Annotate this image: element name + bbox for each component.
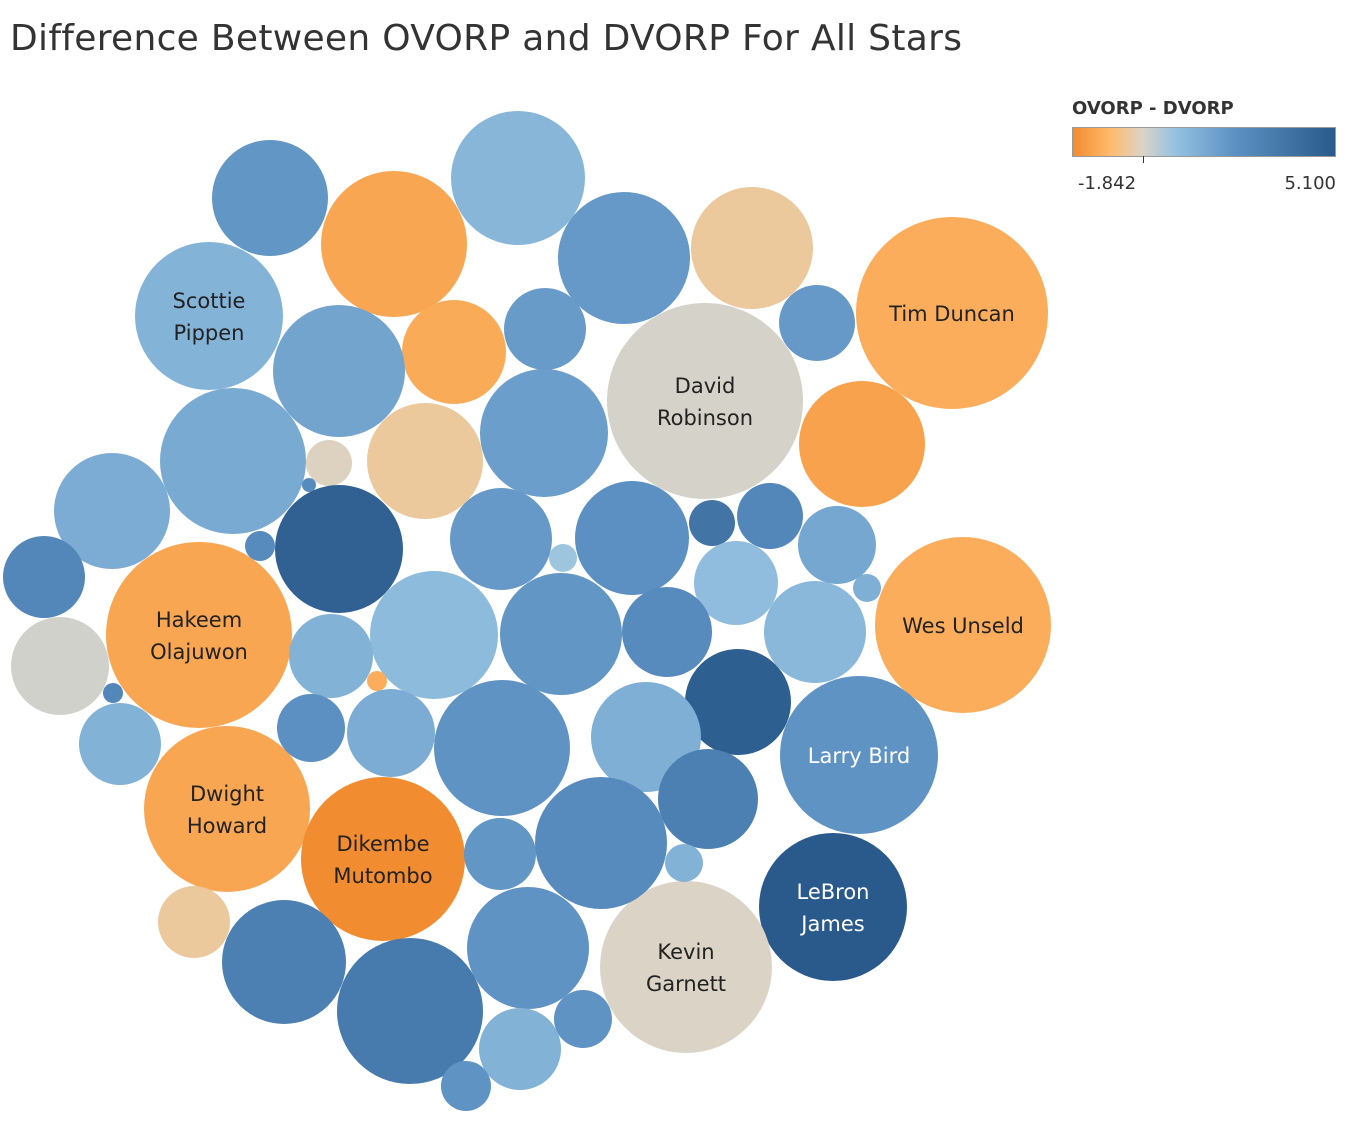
bubble-dikembe-mutombo[interactable] [301, 777, 465, 941]
bubble-label-scottie-pippen: Scottie [173, 289, 246, 313]
bubble-larry-bird[interactable] [780, 676, 938, 834]
legend-min-label: -1.842 [1078, 173, 1137, 194]
bubble-player-55[interactable] [158, 886, 230, 958]
bubble-player-56[interactable] [222, 900, 346, 1024]
bubble-player-50[interactable] [79, 703, 161, 785]
bubble-player-43[interactable] [367, 671, 387, 691]
bubble-player-37[interactable] [370, 571, 498, 699]
bubble-player-40[interactable] [764, 581, 866, 683]
bubble-label-hakeem-olajuwon: Olajuwon [150, 640, 248, 664]
bubble-label-lebron-james: LeBron [797, 880, 870, 904]
bubble-player-13[interactable] [558, 192, 690, 324]
legend-title: OVORP - DVORP [1072, 98, 1234, 119]
bubble-player-15[interactable] [504, 288, 586, 370]
bubble-player-45[interactable] [685, 649, 791, 755]
legend-zero-tick [1143, 156, 1144, 163]
bubble-player-30[interactable] [575, 481, 689, 595]
bubble-player-60[interactable] [479, 1008, 561, 1090]
bubble-label-dikembe-mutombo: Dikembe [336, 832, 429, 856]
bubble-player-27[interactable] [245, 531, 275, 561]
bubble-player-26[interactable] [275, 485, 403, 613]
bubble-player-16[interactable] [402, 300, 506, 404]
bubble-player-21[interactable] [480, 369, 608, 497]
bubble-player-14[interactable] [691, 187, 813, 309]
bubble-scottie-pippen[interactable] [135, 242, 283, 390]
bubble-player-18[interactable] [779, 285, 855, 361]
bubble-player-35[interactable] [694, 541, 778, 625]
bubble-lebron-james[interactable] [759, 833, 907, 981]
bubble-player-22[interactable] [367, 403, 483, 519]
bubble-player-28[interactable] [450, 488, 552, 590]
bubble-player-57[interactable] [467, 887, 589, 1009]
bubble-player-31[interactable] [689, 500, 735, 546]
bubble-kevin-garnett[interactable] [600, 881, 772, 1053]
bubble-player-10[interactable] [212, 140, 328, 256]
bubble-player-39[interactable] [622, 587, 712, 677]
bubble-player-41[interactable] [11, 617, 109, 715]
bubble-player-53[interactable] [535, 777, 667, 909]
bubble-player-51[interactable] [658, 749, 758, 849]
bubble-player-11[interactable] [321, 171, 467, 317]
bubble-player-54[interactable] [665, 844, 703, 882]
bubble-dwight-howard[interactable] [144, 726, 310, 892]
bubble-player-23[interactable] [306, 440, 352, 486]
bubble-player-29[interactable] [549, 544, 577, 572]
bubble-player-34[interactable] [3, 536, 85, 618]
bubble-player-25[interactable] [54, 453, 170, 569]
bubble-player-33[interactable] [798, 506, 876, 584]
bubble-label-lebron-james: James [799, 912, 864, 936]
bubble-player-17[interactable] [273, 305, 405, 437]
bubble-label-dikembe-mutombo: Mutombo [333, 864, 432, 888]
bubble-label-hakeem-olajuwon: Hakeem [156, 608, 242, 632]
bubble-hakeem-olajuwon[interactable] [106, 542, 292, 728]
bubble-player-36[interactable] [853, 574, 881, 602]
legend-max-label: 5.100 [1284, 173, 1336, 194]
bubble-player-52[interactable] [464, 818, 536, 890]
bubble-label-kevin-garnett: Garnett [646, 972, 726, 996]
bubble-player-38[interactable] [500, 573, 622, 695]
bubble-player-58[interactable] [337, 938, 483, 1084]
bubble-player-46[interactable] [277, 694, 345, 762]
bubble-player-32[interactable] [737, 483, 803, 549]
bubble-label-dwight-howard: Dwight [190, 782, 264, 806]
bubble-label-kevin-garnett: Kevin [657, 940, 714, 964]
bubble-label-scottie-pippen: Pippen [174, 321, 245, 345]
bubble-label-wes-unseld: Wes Unseld [902, 614, 1024, 638]
bubble-player-20[interactable] [799, 381, 925, 507]
bubble-label-tim-duncan: Tim Duncan [888, 302, 1015, 326]
bubble-player-44[interactable] [103, 683, 123, 703]
bubble-player-24[interactable] [302, 478, 316, 492]
bubble-player-12[interactable] [451, 111, 585, 245]
bubble-player-47[interactable] [347, 689, 435, 777]
bubble-label-dwight-howard: Howard [187, 814, 267, 838]
bubble-david-robinson[interactable] [607, 303, 803, 499]
bubble-wes-unseld[interactable] [875, 537, 1051, 713]
bubble-player-59[interactable] [554, 990, 612, 1048]
bubble-player-48[interactable] [434, 680, 570, 816]
bubble-label-david-robinson: David [675, 374, 736, 398]
bubble-player-42[interactable] [289, 614, 373, 698]
bubble-label-david-robinson: Robinson [657, 406, 753, 430]
bubble-player-61[interactable] [441, 1061, 491, 1111]
bubble-label-larry-bird: Larry Bird [808, 744, 910, 768]
bubble-player-19[interactable] [160, 388, 306, 534]
bubble-tim-duncan[interactable] [856, 217, 1048, 409]
chart-title: Difference Between OVORP and DVORP For A… [10, 18, 963, 59]
legend-gradient-bar [1072, 127, 1336, 163]
color-legend: OVORP - DVORP -1.842 5.100 [1072, 98, 1344, 194]
